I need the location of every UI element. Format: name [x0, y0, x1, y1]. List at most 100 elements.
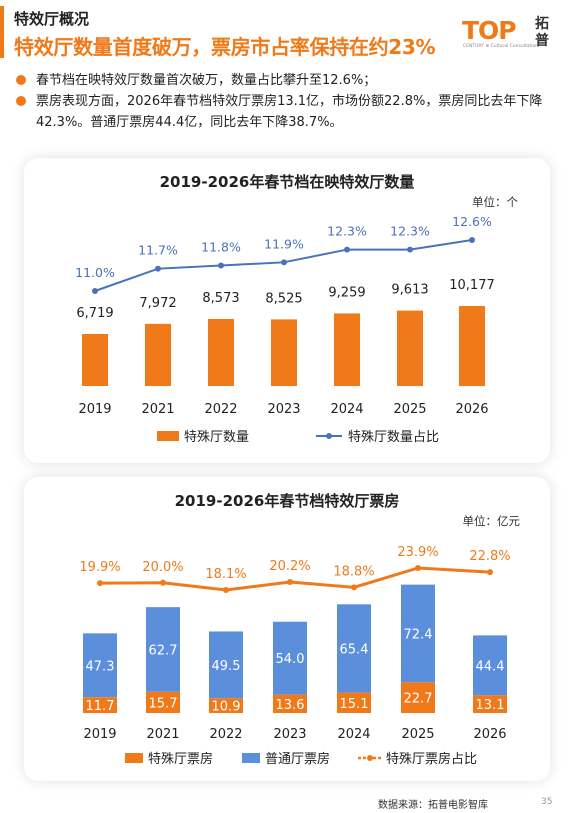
page-number: 35	[541, 797, 553, 807]
line-point	[287, 579, 293, 586]
line-point	[218, 262, 224, 269]
line-data-label: 18.8%	[333, 564, 374, 579]
line-data-label: 19.9%	[79, 560, 120, 575]
bar-special	[273, 694, 307, 713]
x-tick-label: 2025	[393, 402, 426, 417]
line-point	[155, 265, 161, 272]
line-data-label: 11.8%	[201, 240, 241, 255]
bar	[208, 318, 234, 386]
bar-data-label: 8,525	[265, 291, 302, 306]
bar-regular	[209, 631, 243, 699]
legend-label: 普通厅票房	[265, 751, 330, 767]
bar	[145, 323, 171, 386]
bar-regular	[337, 604, 371, 693]
bar-data-label: 8,573	[202, 291, 239, 306]
legend-swatch-bar	[157, 431, 179, 441]
brand-logo: TOP CENTURY ⊕ Cultural Consultation 拓 普	[462, 16, 562, 54]
bar-data-label-special: 22.7	[404, 692, 433, 707]
line-point	[407, 246, 413, 253]
line-point	[92, 288, 98, 294]
bar-data-label: 7,972	[139, 296, 176, 311]
bar	[334, 313, 360, 386]
logo-tagline: CENTURY ⊕ Cultural Consultation	[463, 44, 539, 49]
x-tick-label: 2026	[473, 727, 506, 742]
legend-swatch-point	[326, 433, 332, 439]
x-tick-label: 2021	[146, 727, 179, 742]
line-data-label: 12.3%	[327, 224, 367, 239]
line-point	[160, 579, 166, 586]
line-point	[487, 569, 493, 576]
line-data-label: 20.0%	[142, 560, 183, 575]
bar	[397, 310, 423, 386]
bar-data-label-regular: 44.4	[476, 659, 505, 674]
chart-title: 2019-2026年春节档在映特效厅数量	[160, 173, 415, 191]
x-tick-label: 2023	[267, 402, 300, 417]
legend-swatch-special	[125, 753, 143, 763]
x-tick-label: 2024	[337, 727, 370, 742]
line-data-label: 11.9%	[264, 236, 304, 251]
x-tick-label: 2019	[78, 402, 111, 417]
bar-data-label-regular: 65.4	[340, 642, 369, 657]
x-tick-label: 2022	[204, 402, 237, 417]
bar-special	[146, 691, 180, 713]
key-points: 春节档在映特效厅数量首次破万，数量占比攀升至12.6%； 票房表现方面，2026…	[16, 70, 556, 133]
bar	[459, 306, 485, 386]
bar-data-label-special: 13.6	[276, 698, 305, 713]
bar-data-label-special: 11.7	[86, 699, 115, 714]
legend-label: 特殊厅数量	[184, 430, 249, 445]
bar-regular	[83, 633, 117, 698]
logo-chinese-name: 拓 普	[535, 16, 549, 49]
page-headline: 特效厅数量首度破万，票房市占率保持在约23%	[14, 35, 436, 59]
bar-data-label-regular: 62.7	[149, 643, 178, 658]
bar	[271, 319, 297, 386]
legend-label: 特殊厅数量占比	[348, 430, 439, 445]
bar-special	[401, 682, 435, 713]
line-point	[97, 580, 103, 587]
bar-regular	[273, 621, 307, 695]
legend-swatch-point	[367, 755, 373, 761]
unit-label: 单位：亿元	[463, 514, 521, 528]
legend-swatch-regular	[242, 753, 260, 763]
line-point	[344, 246, 350, 253]
bar-data-label-regular: 47.3	[86, 659, 115, 674]
bar-data-label: 9,259	[328, 285, 365, 300]
legend-label: 特殊厅票房占比	[386, 751, 477, 767]
bar-regular	[401, 584, 435, 683]
bar-data-label-special: 15.7	[149, 696, 178, 711]
line-data-label: 12.3%	[390, 224, 430, 239]
bar-data-label-regular: 54.0	[276, 652, 305, 667]
bar-special	[209, 698, 243, 713]
line-data-label: 22.8%	[469, 549, 510, 564]
bar-special	[473, 695, 507, 713]
line-point	[469, 237, 475, 243]
bar-data-label-regular: 72.4	[404, 627, 433, 642]
unit-label: 单位：个	[472, 195, 518, 209]
chart-title: 2019-2026年春节档特效厅票房	[175, 492, 400, 510]
x-tick-label: 2022	[209, 727, 242, 742]
bar-data-label: 6,719	[76, 306, 113, 321]
line-data-label: 11.0%	[75, 265, 115, 280]
line-point	[281, 259, 287, 266]
line-data-label: 18.1%	[205, 567, 246, 582]
bar-regular	[473, 635, 507, 696]
x-tick-label: 2019	[83, 727, 116, 742]
bar	[82, 334, 108, 386]
bar-special	[83, 697, 117, 713]
logo-wordmark: TOP	[462, 16, 517, 45]
line-data-label: 20.2%	[269, 559, 310, 574]
bar-data-label-special: 13.1	[476, 698, 505, 713]
bar-data-label: 9,613	[391, 283, 428, 298]
x-tick-label: 2024	[330, 402, 363, 417]
bar-data-label-special: 15.1	[340, 697, 369, 712]
x-tick-label: 2021	[141, 402, 174, 417]
bar-regular	[146, 607, 180, 692]
bar-data-label-regular: 49.5	[212, 659, 241, 674]
line-data-label: 23.9%	[397, 545, 438, 560]
line-point	[223, 587, 229, 593]
data-source: 数据来源：拓普电影智库	[378, 800, 488, 811]
bar-data-label: 10,177	[449, 278, 495, 293]
x-tick-label: 2026	[455, 402, 488, 417]
bullet-item: 票房表现方面，2026年春节档特效厅票房13.1亿，市场份额22.8%，票房同比…	[16, 91, 556, 133]
